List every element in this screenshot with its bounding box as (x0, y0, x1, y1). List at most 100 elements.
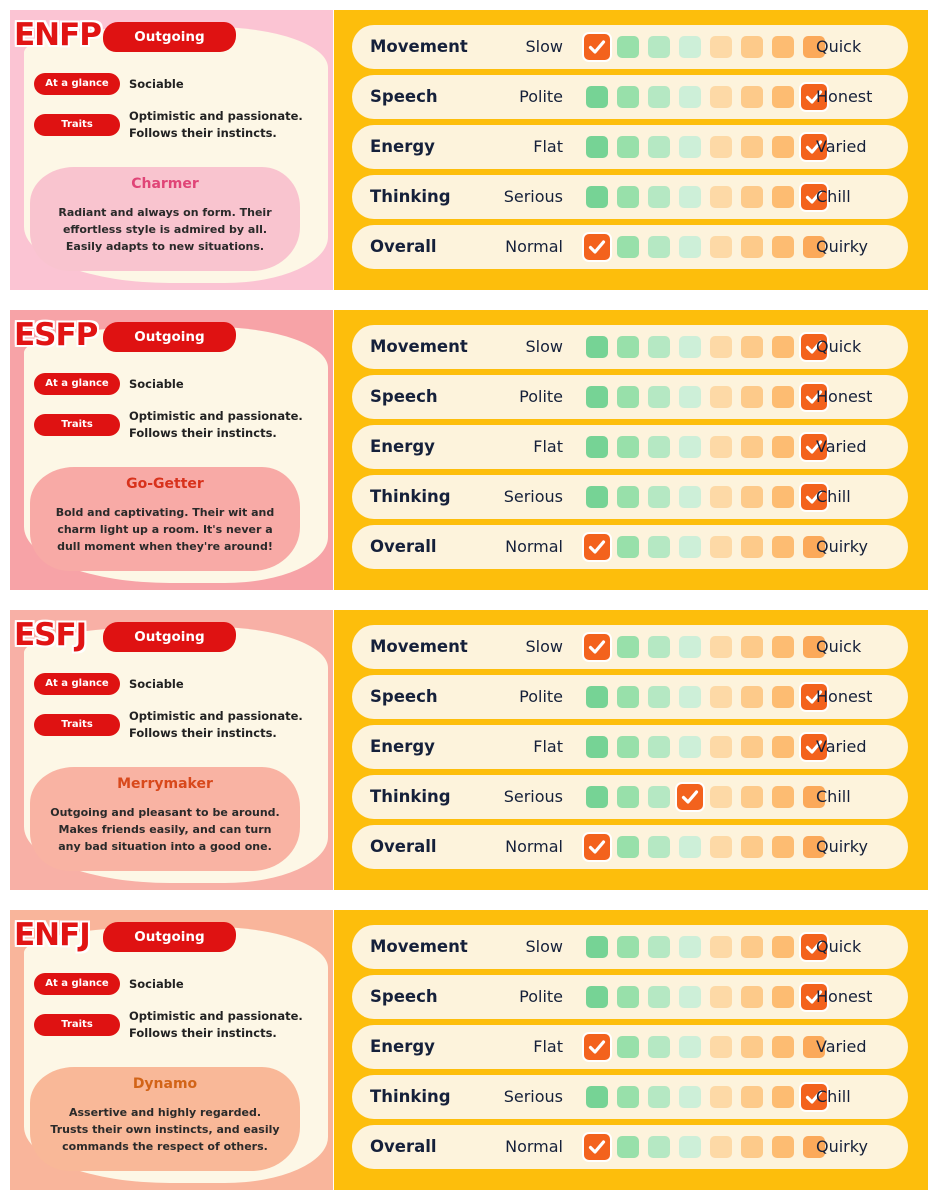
scale-square (803, 836, 825, 858)
scale-square (679, 36, 701, 58)
scale-square (617, 136, 639, 158)
scale-square (741, 136, 763, 158)
traits-line-1: Optimistic and passionate. (129, 409, 303, 423)
scale-square (772, 536, 794, 558)
scale-square (772, 636, 794, 658)
scale-left-label: Normal (505, 537, 563, 556)
scale-square (648, 436, 670, 458)
scale-square (710, 786, 732, 808)
scale-square (679, 436, 701, 458)
scale-square (710, 1136, 732, 1158)
scale-check-icon (675, 782, 705, 812)
scale-square (617, 636, 639, 658)
description-line: Assertive and highly regarded. (68, 1106, 261, 1119)
rating-label: Energy (370, 1037, 435, 1056)
ratings-panel: Movement Slow Quick Speech Polite Honest Energ… (334, 910, 928, 1190)
ratings-panel: Movement Slow Quick Speech Polite Honest Energ… (334, 10, 928, 290)
description-line: any bad situation into a good one. (58, 840, 272, 853)
scale-left-label: Normal (505, 237, 563, 256)
rating-label: Thinking (370, 187, 451, 206)
rating-row-overall: Overall Normal Quirky (352, 1125, 908, 1169)
persona-name: Merrymaker (117, 776, 213, 792)
scale-square (710, 1086, 732, 1108)
rating-label: Energy (370, 437, 435, 456)
scale-square (710, 86, 732, 108)
rating-row-speech: Speech Polite Honest (352, 75, 908, 119)
scale-square (741, 236, 763, 258)
scale-square (772, 436, 794, 458)
scale-left-label: Flat (533, 137, 563, 156)
scale-square (617, 936, 639, 958)
scale-square (679, 236, 701, 258)
scale-square (803, 1136, 825, 1158)
scale-square (679, 336, 701, 358)
scale-right-label: Quick (816, 937, 862, 956)
scale-square (741, 186, 763, 208)
scale-right-label: Chill (816, 787, 851, 806)
rating-label: Speech (370, 687, 438, 706)
ratings-panel: Movement Slow Quick Speech Polite Honest Energ… (334, 610, 928, 890)
traits-line-2: Follows their instincts. (129, 1026, 277, 1040)
rating-label: Thinking (370, 787, 451, 806)
scale-left-label: Serious (503, 787, 563, 806)
scale-right-label: Honest (816, 687, 873, 706)
scale-right-label: Varied (816, 137, 867, 156)
type-code: ENFP (14, 17, 102, 53)
scale-right-label: Varied (816, 737, 867, 756)
scale-square (772, 986, 794, 1008)
scale-square (586, 436, 608, 458)
scale-check-icon (799, 932, 829, 962)
scale-left-label: Normal (505, 1137, 563, 1156)
type-code: ESFP (14, 317, 98, 353)
rating-label: Speech (370, 87, 438, 106)
scale-left-label: Serious (503, 487, 563, 506)
scale-square (617, 1086, 639, 1108)
scale-square (617, 736, 639, 758)
traits-pill: Traits (34, 414, 120, 436)
rating-row-thinking: Thinking Serious Chill (352, 475, 908, 519)
rating-label: Overall (370, 237, 437, 256)
traits-line-1: Optimistic and passionate. (129, 109, 303, 123)
scale-square (617, 1036, 639, 1058)
scale-square (710, 36, 732, 58)
description-line: dull moment when they're around! (57, 540, 273, 553)
traits-line-1: Optimistic and passionate. (129, 1009, 303, 1023)
scale-square (679, 536, 701, 558)
scale-square (679, 136, 701, 158)
scale-square (772, 186, 794, 208)
persona-description: Assertive and highly regarded. Trusts th… (30, 1104, 300, 1155)
rating-row-energy: Energy Flat Varied (352, 125, 908, 169)
scale-square (679, 186, 701, 208)
scale-square (648, 486, 670, 508)
scale-square (617, 836, 639, 858)
scale-square (710, 436, 732, 458)
scale-square (586, 136, 608, 158)
scale-left-label: Polite (519, 987, 563, 1006)
scale-left-label: Flat (533, 737, 563, 756)
scale-square (803, 536, 825, 558)
scale-square (679, 1086, 701, 1108)
scale-square (710, 236, 732, 258)
scale-square (741, 536, 763, 558)
scale-square (679, 386, 701, 408)
scale-square (648, 936, 670, 958)
scale-right-label: Quirky (816, 237, 868, 256)
scale-square (741, 836, 763, 858)
scale-square (617, 336, 639, 358)
scale-square (741, 1036, 763, 1058)
scale-check-icon (799, 982, 829, 1012)
scale-square (772, 386, 794, 408)
scale-square (679, 936, 701, 958)
rating-row-energy: Energy Flat Varied (352, 425, 908, 469)
scale-check-icon (799, 732, 829, 762)
description-line: Trusts their own instincts, and easily (50, 1123, 280, 1136)
scale-check-icon (582, 832, 612, 862)
at-a-glance-pill: At a glance (34, 73, 120, 95)
persona-name: Go-Getter (126, 476, 204, 492)
rating-label: Movement (370, 637, 468, 656)
scale-check-icon (582, 1132, 612, 1162)
traits-pill: Traits (34, 1014, 120, 1036)
description-line: Radiant and always on form. Their (58, 206, 272, 219)
rating-label: Movement (370, 337, 468, 356)
rating-row-energy: Energy Flat Varied (352, 1025, 908, 1069)
